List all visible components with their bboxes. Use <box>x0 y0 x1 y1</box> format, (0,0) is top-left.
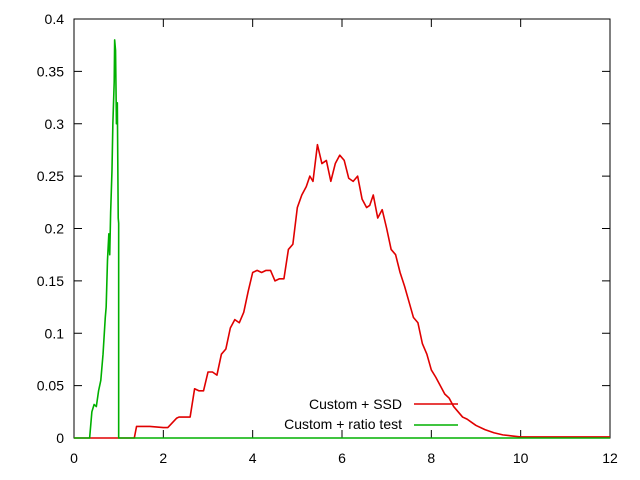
x-tick-label: 8 <box>427 450 435 466</box>
x-tick-label: 0 <box>70 450 78 466</box>
x-tick-label: 2 <box>159 450 167 466</box>
plot-frame <box>73 18 611 439</box>
y-tick-label: 0.15 <box>37 273 64 289</box>
legend: Custom + SSD Custom + ratio test <box>284 396 458 432</box>
y-tick-label: 0.25 <box>37 168 64 184</box>
axis-ticks <box>73 18 611 439</box>
legend-label-ssd: Custom + SSD <box>309 396 402 412</box>
legend-label-ratio-test: Custom + ratio test <box>284 416 402 432</box>
series-layer <box>74 39 610 439</box>
x-tick-label: 10 <box>513 450 529 466</box>
y-tick-label: 0 <box>56 430 64 446</box>
y-tick-label: 0.1 <box>45 325 65 341</box>
x-tick-label: 12 <box>602 450 618 466</box>
y-tick-label: 0.35 <box>37 63 64 79</box>
y-tick-label: 0.05 <box>37 378 64 394</box>
y-tick-label: 0.4 <box>45 11 65 27</box>
y-tick-label: 0.2 <box>45 221 65 237</box>
x-tick-label: 6 <box>338 450 346 466</box>
x-tick-label: 4 <box>249 450 257 466</box>
y-tick-label: 0.3 <box>45 116 65 132</box>
series-line-ratio-test <box>74 39 610 439</box>
series-line-ssd <box>74 143 610 439</box>
axis-tick-labels: 0 2 4 6 8 10 12 0 0.05 0.1 0.15 0.2 0.25 0.3 0.35 0.4 <box>37 11 618 466</box>
